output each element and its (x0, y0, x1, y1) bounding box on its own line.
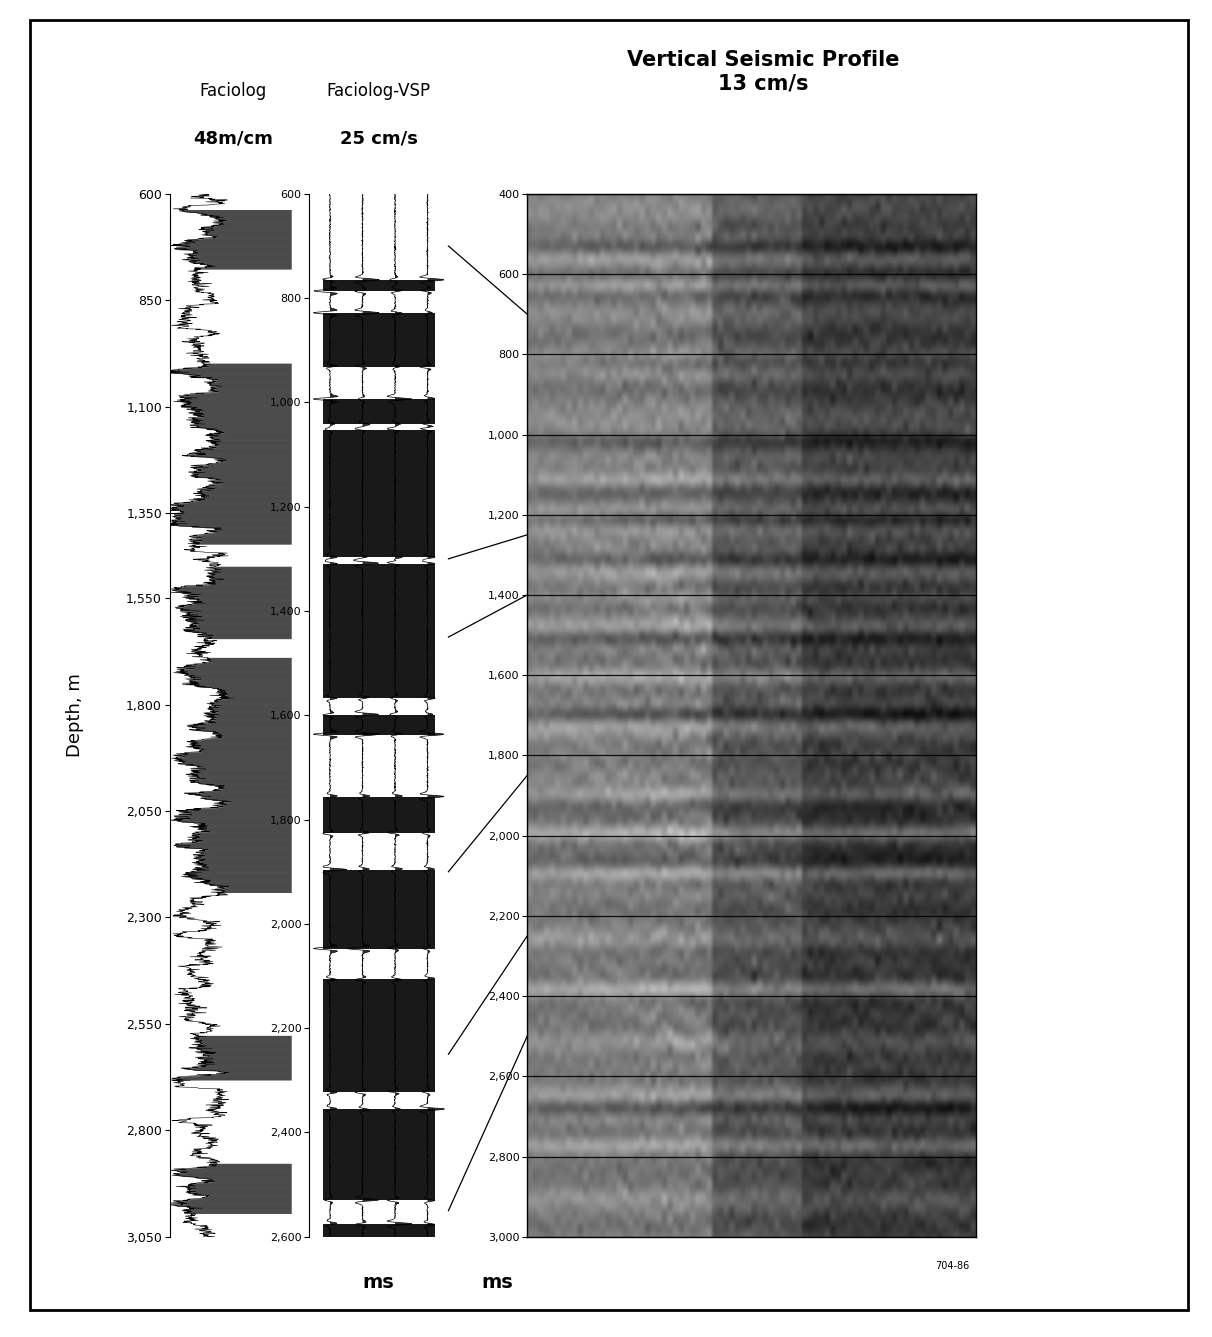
Text: 48m/cm: 48m/cm (194, 130, 273, 147)
Text: ms: ms (481, 1273, 513, 1292)
Text: Faciolog: Faciolog (200, 83, 267, 100)
Text: ms: ms (362, 1273, 395, 1292)
Text: Faciolog-VSP: Faciolog-VSP (327, 83, 430, 100)
Text: 704-86: 704-86 (936, 1261, 970, 1270)
Y-axis label: Depth, m: Depth, m (67, 674, 85, 757)
Text: 25 cm/s: 25 cm/s (339, 130, 418, 147)
Text: Vertical Seismic Profile
13 cm/s: Vertical Seismic Profile 13 cm/s (628, 51, 899, 94)
